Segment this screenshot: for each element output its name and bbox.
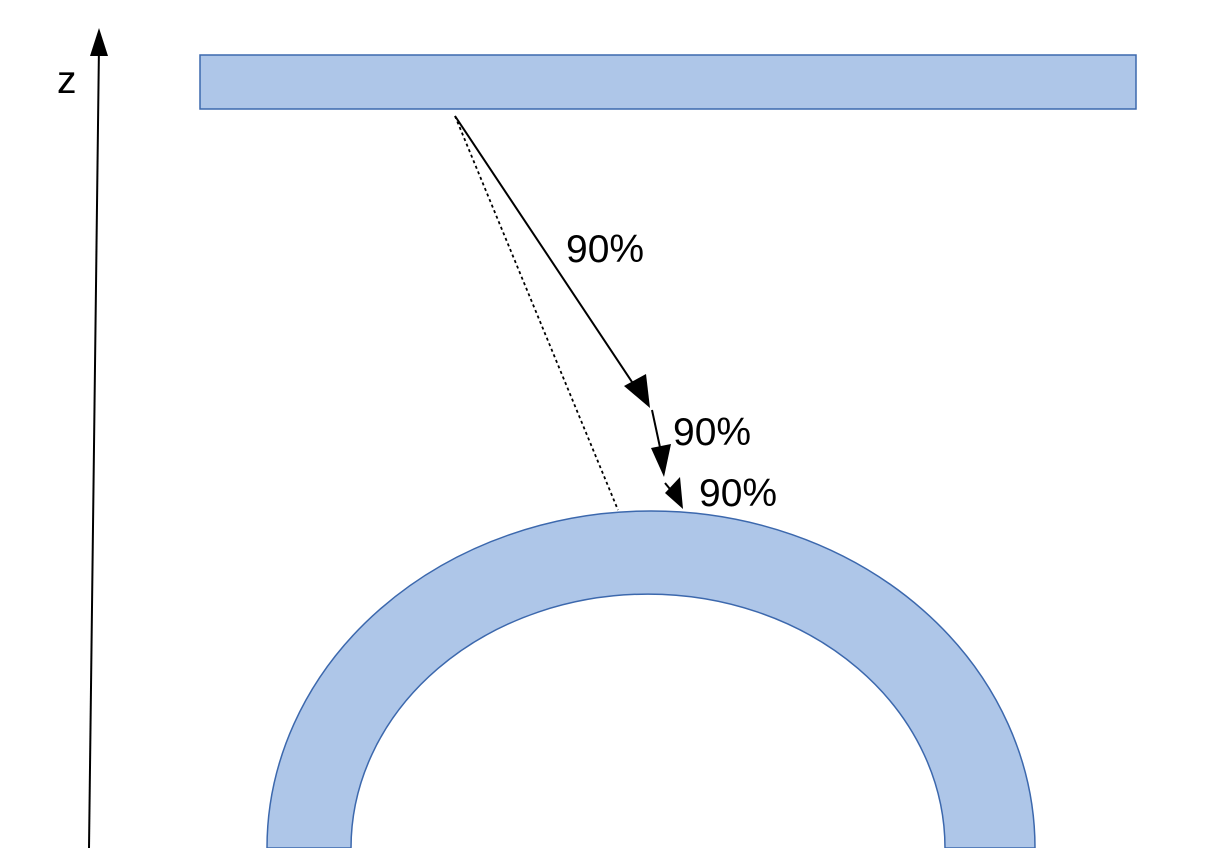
annotation-label-2: 90% (673, 411, 751, 454)
z-axis-arrowhead (90, 28, 108, 56)
z-axis-label: z (57, 59, 77, 102)
annotation-label-3: 90% (699, 472, 777, 515)
arrowhead-2 (651, 444, 671, 477)
arrow-segment-2 (651, 409, 662, 453)
arrowhead-1 (624, 374, 650, 408)
top-plate (199, 54, 1137, 110)
z-axis-line (88, 44, 100, 848)
dotted-direct-line (454, 115, 619, 511)
arrowhead-3 (665, 477, 683, 509)
arrow-segment-1 (454, 115, 645, 401)
annotation-label-1: 90% (566, 228, 644, 271)
arch-ring (266, 510, 1036, 848)
